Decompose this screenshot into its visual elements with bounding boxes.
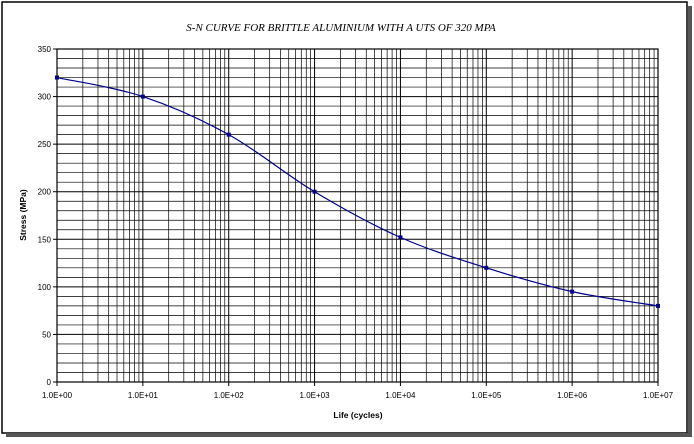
x-tick-label: 1.0E+02 <box>214 391 245 400</box>
y-tick-labels: 0 50 100 150 200 250 300 350 <box>38 45 57 387</box>
x-axis-label: Life (cycles) <box>333 410 382 420</box>
x-tick-label: 1.0E+04 <box>385 391 416 400</box>
data-point <box>570 289 575 294</box>
x-tick-label: 1.0E+05 <box>471 391 502 400</box>
data-point <box>656 303 660 308</box>
y-tick-label: 150 <box>38 235 52 244</box>
y-tick-label: 100 <box>38 283 52 292</box>
y-tick-label: 300 <box>38 93 52 102</box>
data-point <box>398 235 403 240</box>
data-point <box>55 75 59 80</box>
series-line <box>56 76 659 307</box>
y-tick-label: 50 <box>42 330 51 339</box>
data-point <box>484 265 489 270</box>
y-tick-label: 0 <box>47 378 52 387</box>
shadow-right <box>688 6 692 435</box>
data-point <box>312 189 317 194</box>
x-tick-label: 1.0E+03 <box>300 391 331 400</box>
x-tick-label: 1.0E+07 <box>643 391 674 400</box>
y-tick-label: 350 <box>38 45 52 54</box>
data-point <box>226 132 231 137</box>
series-layer <box>55 75 660 308</box>
data-point <box>140 94 145 99</box>
plot-border <box>56 48 659 383</box>
x-tick-label: 1.0E+06 <box>557 391 588 400</box>
chart-title: S-N CURVE FOR BRITTLE ALUMINIUM WITH A U… <box>186 22 496 34</box>
x-tick-label: 1.0E+00 <box>42 391 73 400</box>
y-tick-label: 200 <box>38 188 52 197</box>
y-tick-label: 250 <box>38 140 52 149</box>
x-tick-label: 1.0E+01 <box>128 391 159 400</box>
x-tick-labels: 1.0E+00 1.0E+01 1.0E+02 1.0E+03 1.0E+04 1.0E+… <box>42 382 674 400</box>
shadow-bottom <box>6 433 692 437</box>
y-axis-label: Stress (MPa) <box>18 189 28 241</box>
